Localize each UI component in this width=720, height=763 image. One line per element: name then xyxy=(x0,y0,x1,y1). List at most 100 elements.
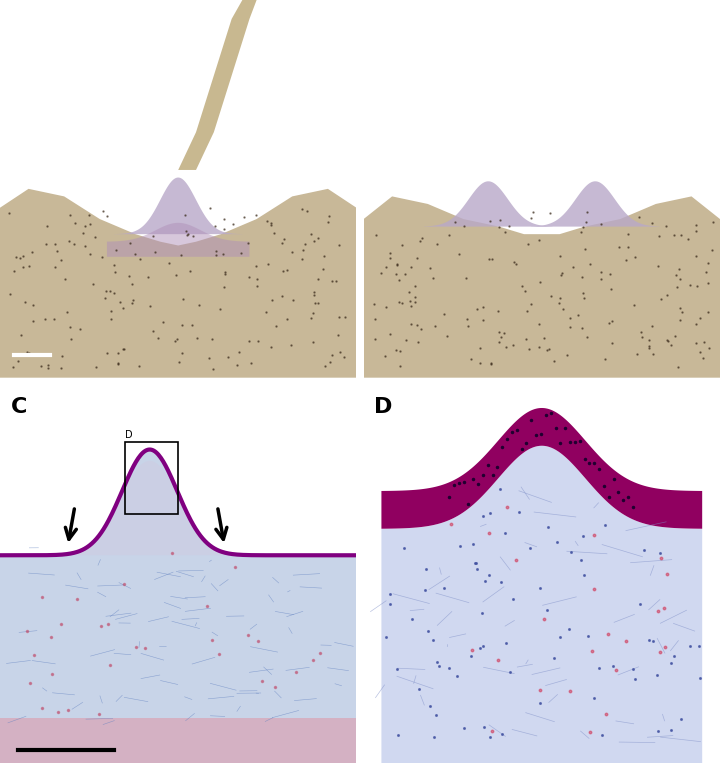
Point xyxy=(84,247,96,259)
Point xyxy=(522,238,534,250)
Point xyxy=(118,343,130,355)
Point xyxy=(636,330,647,343)
Point xyxy=(665,339,676,351)
Point xyxy=(268,227,279,240)
Point xyxy=(307,307,319,319)
Point xyxy=(534,341,545,353)
Point xyxy=(652,260,663,272)
Point xyxy=(114,296,126,308)
Point xyxy=(97,205,109,217)
Point xyxy=(648,348,660,360)
Point xyxy=(526,211,537,224)
Point xyxy=(42,359,54,371)
Point xyxy=(266,217,277,230)
Point xyxy=(521,333,532,345)
Point xyxy=(192,332,203,344)
Point xyxy=(242,237,253,249)
Point xyxy=(108,286,120,298)
Point xyxy=(707,217,719,229)
Point xyxy=(620,254,631,266)
Point xyxy=(183,228,194,240)
Point xyxy=(647,217,658,230)
Point xyxy=(126,278,138,290)
Point xyxy=(109,266,120,278)
Point xyxy=(308,289,320,301)
Point xyxy=(176,319,188,331)
Point xyxy=(671,281,683,293)
Polygon shape xyxy=(531,182,660,227)
Point xyxy=(61,306,73,318)
Point xyxy=(90,361,102,373)
Point xyxy=(231,359,243,372)
Point xyxy=(441,330,453,343)
Point xyxy=(684,278,696,291)
Point xyxy=(251,279,263,291)
Point xyxy=(204,352,215,364)
Point xyxy=(152,332,163,344)
Point xyxy=(24,259,35,272)
Point xyxy=(516,280,528,292)
Point xyxy=(409,291,420,304)
Point xyxy=(429,320,441,333)
Point xyxy=(168,334,180,346)
Point xyxy=(400,333,412,346)
Point xyxy=(324,356,336,368)
Point xyxy=(12,355,24,367)
Point xyxy=(644,340,655,352)
Text: B: B xyxy=(374,19,391,39)
Point xyxy=(380,301,392,313)
Point xyxy=(384,327,396,340)
Point xyxy=(394,360,405,372)
Point xyxy=(595,218,606,230)
Point xyxy=(51,245,63,257)
Point xyxy=(613,240,625,253)
Point xyxy=(286,246,297,258)
Point xyxy=(409,280,420,292)
Point xyxy=(578,292,590,304)
Point xyxy=(276,290,288,302)
Point xyxy=(567,261,578,273)
Point xyxy=(207,363,219,375)
Point xyxy=(312,233,323,245)
Point xyxy=(392,259,403,271)
Point xyxy=(656,293,667,305)
Point xyxy=(599,353,611,365)
Point xyxy=(384,247,396,259)
Polygon shape xyxy=(588,106,624,151)
Text: D: D xyxy=(374,397,392,417)
Point xyxy=(477,314,489,326)
Point xyxy=(250,208,261,221)
Point xyxy=(670,269,681,281)
Point xyxy=(60,273,71,285)
Point xyxy=(449,216,461,228)
Point xyxy=(400,268,411,280)
Point xyxy=(305,228,316,240)
Point xyxy=(427,272,438,285)
Point xyxy=(124,237,135,249)
Point xyxy=(604,268,616,280)
Point xyxy=(243,335,255,347)
Point xyxy=(444,228,455,240)
Point xyxy=(296,253,307,266)
Point xyxy=(64,321,76,333)
Point xyxy=(577,272,588,284)
Point xyxy=(142,270,153,282)
Point xyxy=(554,250,565,262)
Text: A: A xyxy=(11,19,28,39)
Point xyxy=(526,298,537,311)
Point xyxy=(438,307,449,320)
Point xyxy=(179,209,190,221)
Point xyxy=(557,304,568,316)
Point xyxy=(48,313,60,325)
Point xyxy=(412,319,423,331)
Point xyxy=(379,349,391,362)
Point xyxy=(308,234,320,246)
Point xyxy=(541,344,552,356)
Point xyxy=(577,221,589,233)
Bar xyxy=(125,442,179,513)
Point xyxy=(670,330,681,343)
Point xyxy=(534,233,545,246)
Point xyxy=(534,276,546,288)
Point xyxy=(218,281,230,293)
Point xyxy=(631,348,642,360)
